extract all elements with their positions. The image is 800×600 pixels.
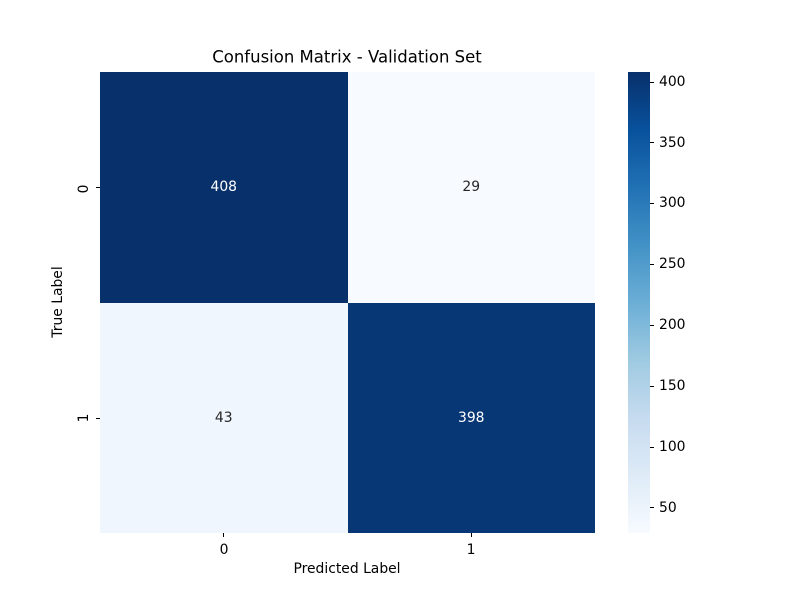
heatmap-cell-1-1: 398 bbox=[347, 302, 595, 533]
x-tick-label-1: 1 bbox=[466, 542, 476, 558]
x-axis-label: Predicted Label bbox=[293, 561, 401, 577]
heatmap-cell-0-0: 408 bbox=[100, 72, 348, 303]
cell-value-1-0: 43 bbox=[214, 409, 233, 426]
x-tick-label-0: 0 bbox=[219, 542, 229, 558]
y-axis-tick-1 bbox=[96, 418, 100, 419]
x-axis-tick-1 bbox=[471, 533, 472, 537]
colorbar-tick-label-50: 50 bbox=[659, 500, 677, 516]
y-tick-label-1: 1 bbox=[76, 413, 92, 423]
colorbar-tick-50 bbox=[650, 507, 654, 508]
colorbar-tick-350 bbox=[650, 142, 654, 143]
colorbar-tick-250 bbox=[650, 264, 654, 265]
cell-value-0-1: 29 bbox=[462, 179, 481, 196]
colorbar-tick-150 bbox=[650, 386, 654, 387]
heatmap-cell-0-1: 29 bbox=[347, 72, 595, 303]
colorbar bbox=[628, 72, 650, 533]
colorbar-tick-label-350: 350 bbox=[659, 135, 686, 151]
y-axis-tick-0 bbox=[96, 187, 100, 188]
colorbar-tick-100 bbox=[650, 447, 654, 448]
cell-value-0-0: 408 bbox=[210, 179, 237, 196]
cell-value-1-1: 398 bbox=[457, 409, 485, 426]
colorbar-tick-label-100: 100 bbox=[659, 439, 686, 455]
colorbar-tick-400 bbox=[650, 82, 654, 83]
y-tick-label-0: 0 bbox=[76, 184, 92, 194]
colorbar-tick-200 bbox=[650, 325, 654, 326]
y-axis-label: True Label bbox=[50, 266, 66, 338]
colorbar-tick-label-400: 400 bbox=[659, 74, 686, 90]
colorbar-tick-label-300: 300 bbox=[659, 195, 686, 211]
x-axis-tick-0 bbox=[223, 533, 224, 537]
chart-title: Confusion Matrix - Validation Set bbox=[212, 47, 482, 67]
heatmap-grid: 408 29 43 398 bbox=[100, 72, 595, 533]
colorbar-tick-label-200: 200 bbox=[659, 317, 686, 333]
colorbar-tick-300 bbox=[650, 203, 654, 204]
colorbar-tick-label-150: 150 bbox=[659, 378, 686, 394]
heatmap-cell-1-0: 43 bbox=[100, 302, 348, 533]
colorbar-tick-label-250: 250 bbox=[659, 256, 686, 272]
